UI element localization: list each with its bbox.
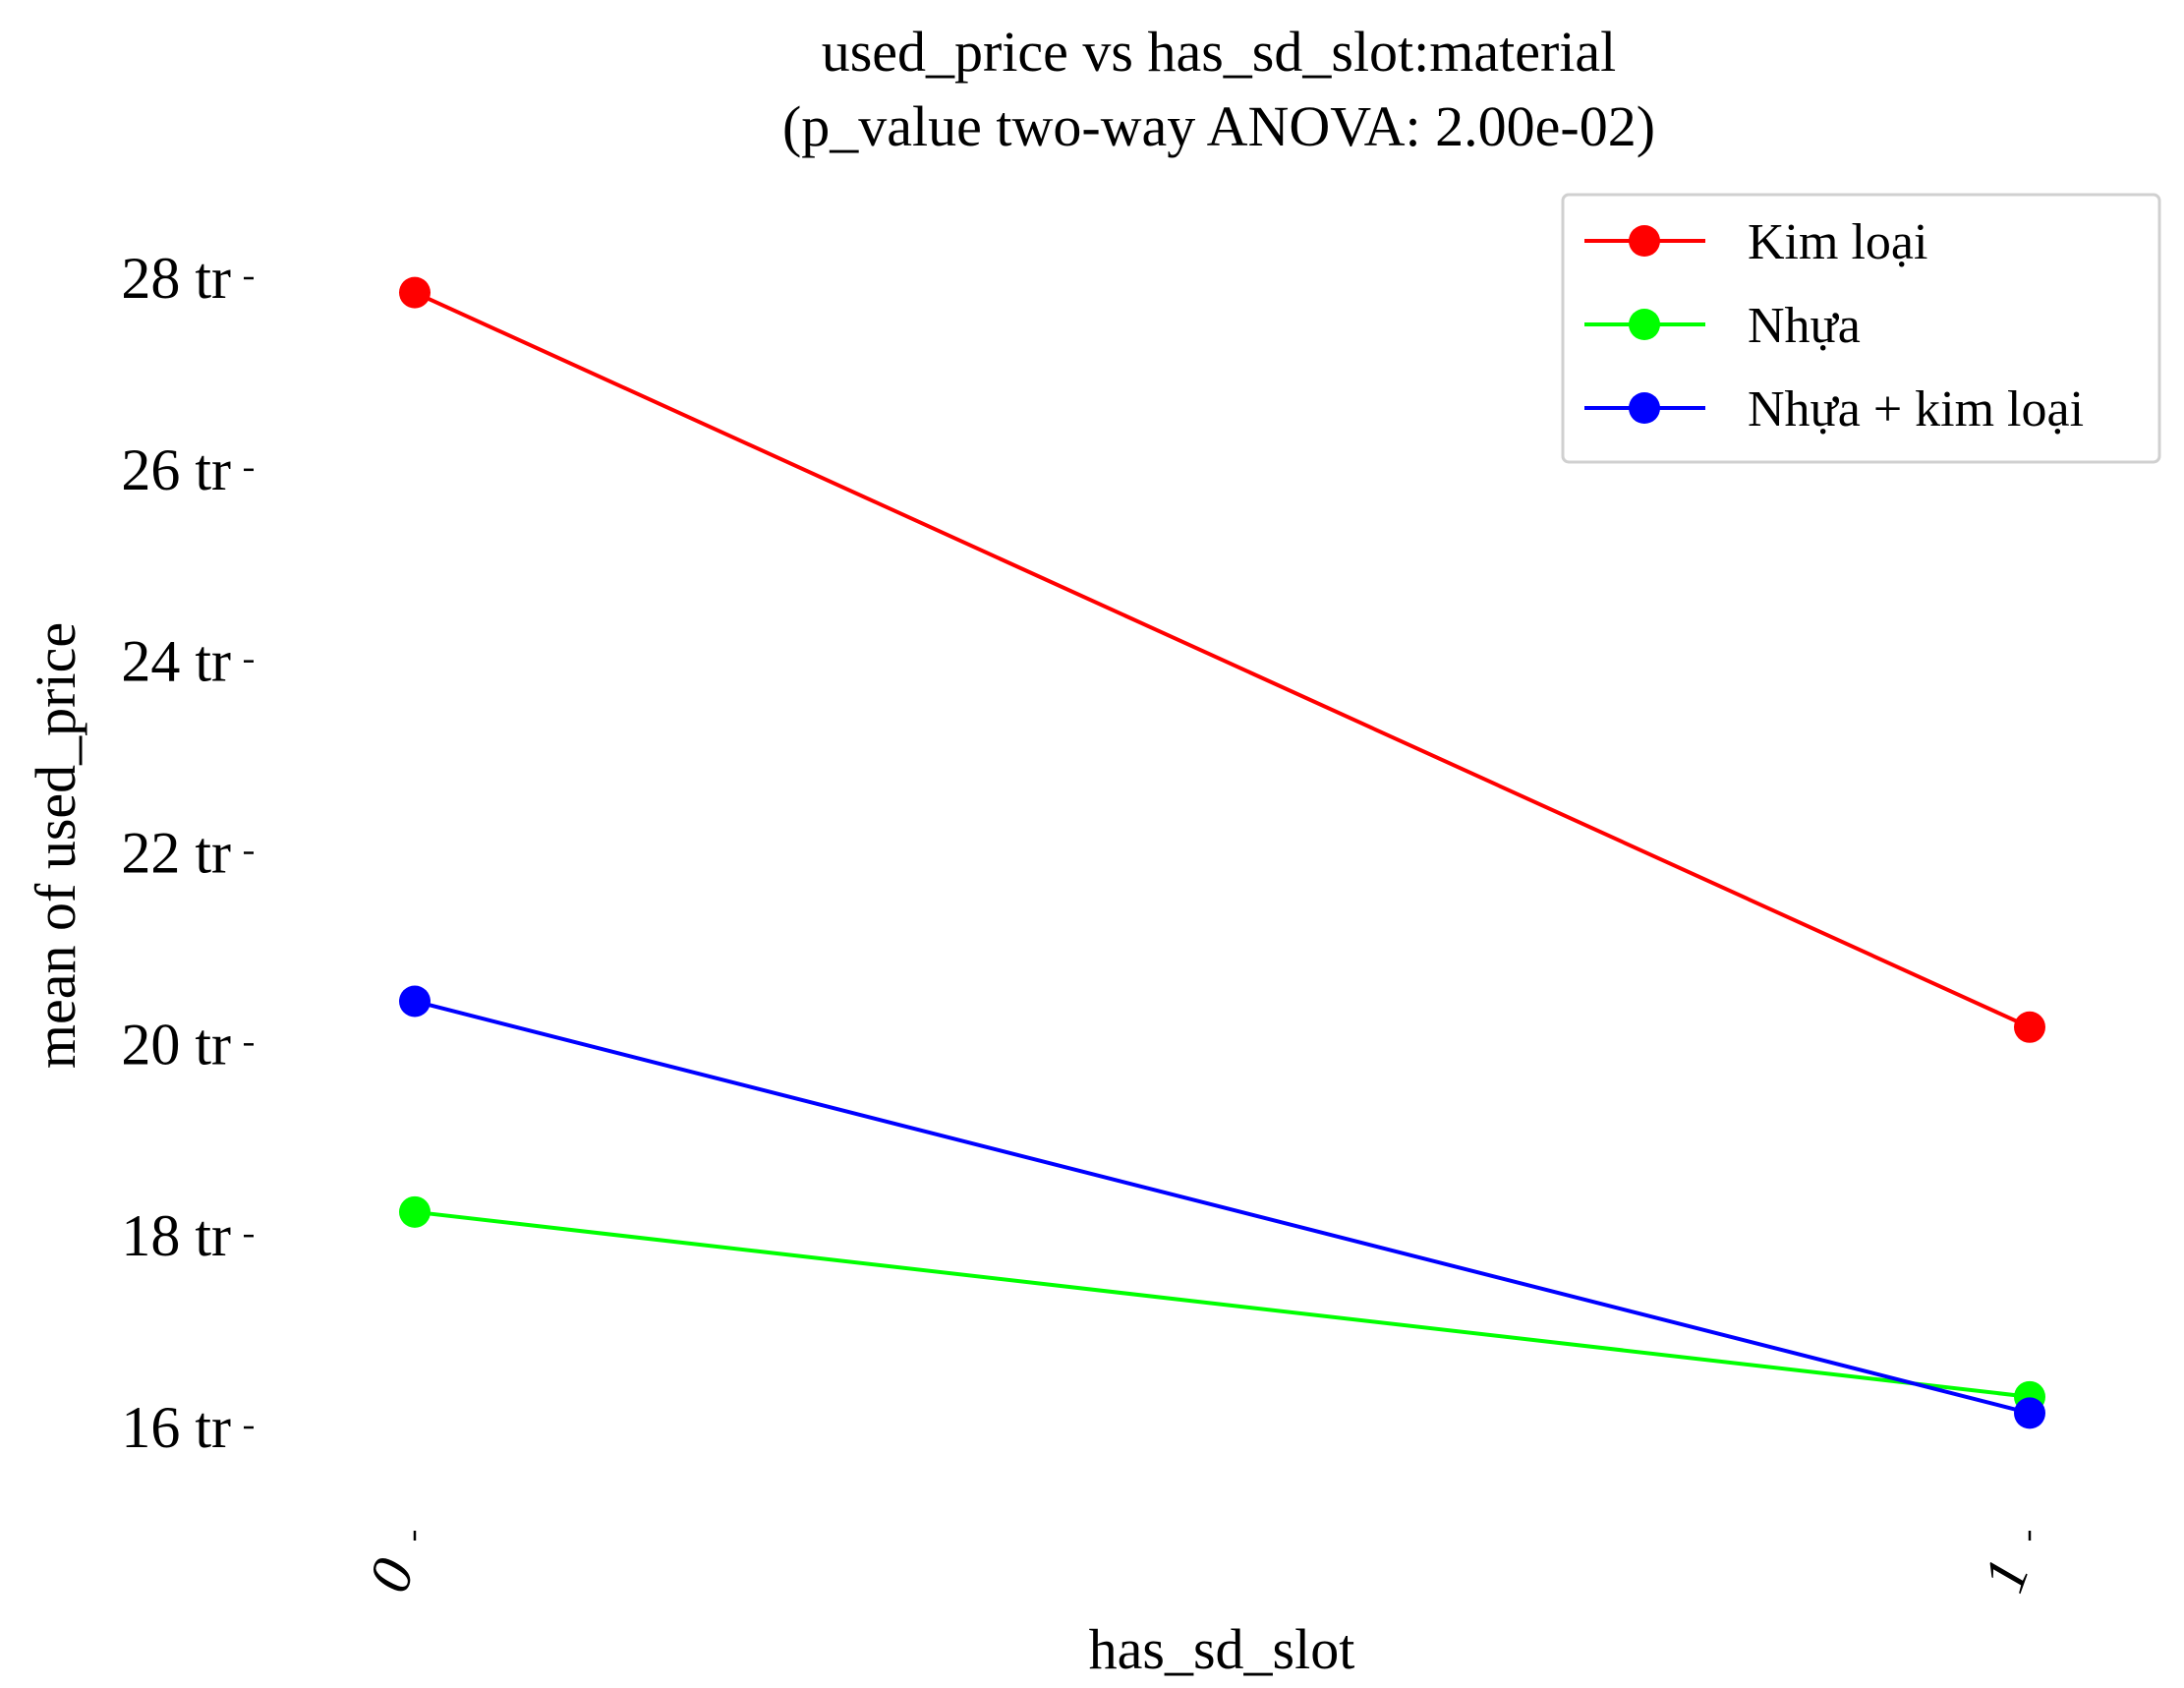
y-tick-label: 24 tr — [121, 629, 231, 694]
series-line — [414, 999, 2031, 1416]
data-point — [399, 1195, 431, 1228]
data-point — [2014, 1011, 2045, 1043]
y-tick-label: 16 tr — [121, 1395, 231, 1460]
legend-item: Nhựa + kim loại — [1584, 381, 2084, 437]
legend-label: Nhựa — [1748, 298, 1861, 354]
x-tick-label: 1 — [1971, 1550, 2041, 1601]
series-layer — [399, 276, 2045, 1429]
legend-item: Nhựa — [1584, 298, 1861, 354]
data-point — [399, 985, 431, 1018]
legend-frame — [1561, 193, 2161, 464]
chart-title-line1: used_price vs has_sd_slot:material — [822, 20, 1617, 84]
y-tick-label: 22 tr — [121, 821, 231, 886]
legend-item: Kim loại — [1584, 214, 1927, 270]
series — [399, 985, 2045, 1429]
chart-title-line2: (p_value two-way ANOVA: 2.00e-02) — [782, 94, 1655, 158]
legend-marker — [1629, 225, 1660, 257]
y-tick-label: 18 tr — [121, 1203, 231, 1268]
y-axis-label: mean of used_price — [24, 622, 87, 1069]
data-point — [399, 276, 431, 309]
series-line — [414, 290, 2031, 1029]
series-line — [414, 1209, 2031, 1399]
legend-marker — [1629, 309, 1660, 340]
x-tick-label: 0 — [356, 1550, 427, 1601]
y-tick-label: 20 tr — [121, 1012, 231, 1077]
data-point — [2014, 1397, 2045, 1429]
y-axis: 16 tr 18 tr 20 tr 22 tr 24 tr 26 tr 28 tr — [121, 246, 254, 1460]
series — [399, 276, 2045, 1043]
y-tick-label: 26 tr — [121, 437, 231, 502]
x-axis-label: has_sd_slot — [1089, 1617, 1355, 1681]
legend-marker — [1629, 392, 1660, 424]
legend-label: Nhựa + kim loại — [1748, 381, 2084, 437]
legend: Kim loại Nhựa Nhựa + kim loại — [1561, 193, 2161, 464]
series — [399, 1195, 2045, 1413]
legend-label: Kim loại — [1748, 214, 1927, 270]
y-tick-label: 28 tr — [121, 246, 231, 311]
